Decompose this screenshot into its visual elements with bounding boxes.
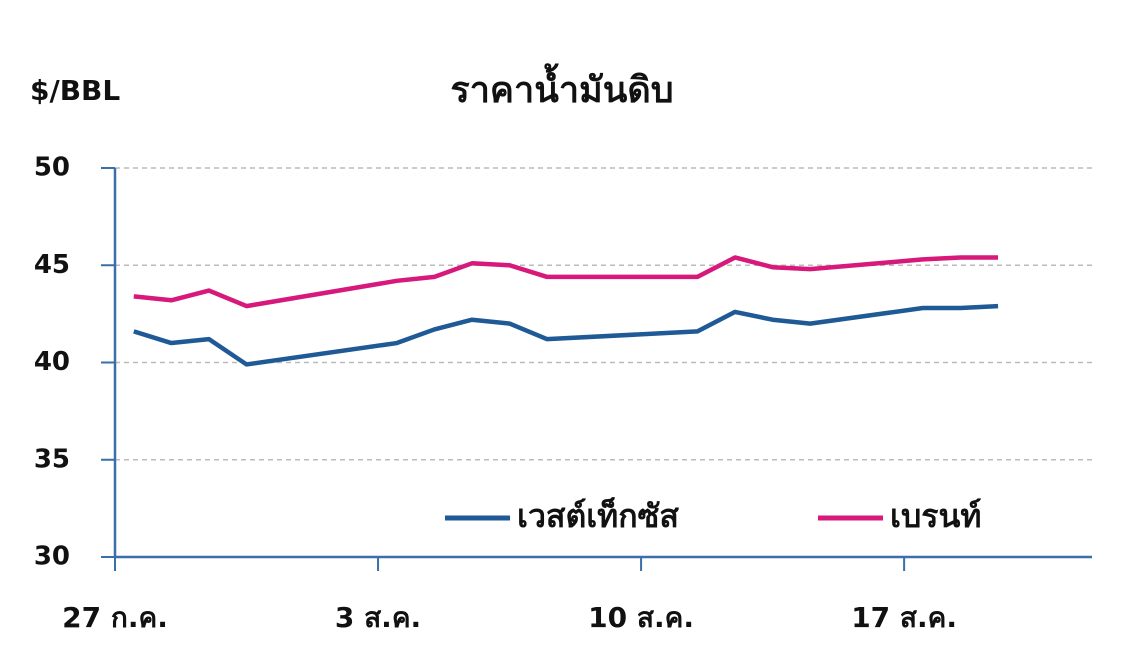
y-tick-label: 50 — [34, 153, 70, 183]
x-tick-label: 17 ส.ค. — [851, 601, 957, 634]
chart-title: ราคาน้ำมันดิบ — [450, 63, 673, 111]
series-line — [133, 255, 999, 309]
x-tick-label: 3 ส.ค. — [335, 601, 421, 634]
x-tick-label: 27 ก.ค. — [62, 601, 168, 634]
legend-label: เบรนท์ — [890, 497, 981, 535]
y-tick-label: 40 — [34, 347, 70, 377]
y-axis-label: $/BBL — [30, 74, 120, 107]
legend-label: เวสต์เท็กซัส — [517, 496, 679, 535]
x-tick-label: 10 ส.ค. — [588, 601, 694, 634]
y-tick-label: 45 — [34, 250, 70, 280]
y-tick-label: 30 — [34, 542, 70, 572]
y-tick-label: 35 — [34, 444, 70, 474]
series-line — [133, 303, 999, 367]
